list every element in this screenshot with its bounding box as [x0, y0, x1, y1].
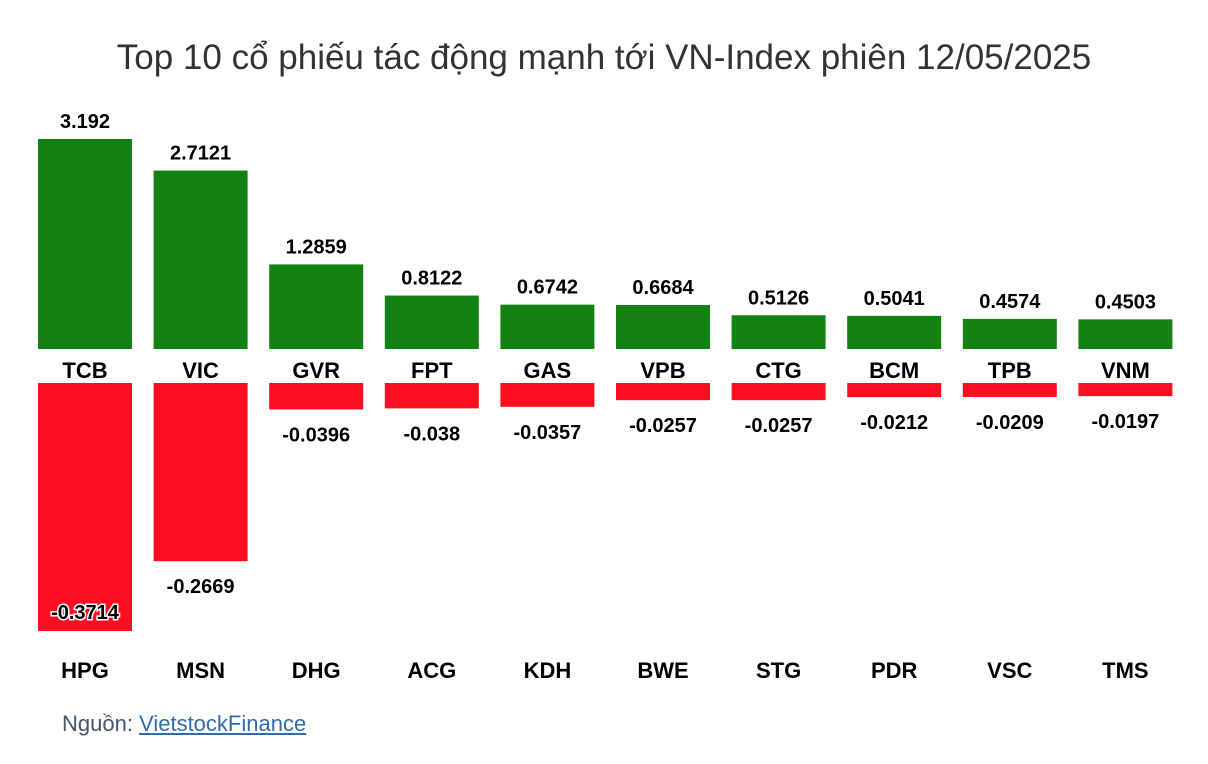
source-label: Nguồn: [62, 711, 140, 736]
category-label-DHG: DHG [292, 658, 341, 683]
source-link[interactable]: VietstockFinance [139, 711, 307, 736]
category-label-VSC: VSC [987, 658, 1032, 683]
category-label-BWE: BWE [637, 658, 688, 683]
bar-negative-DHG [269, 383, 364, 410]
value-label-TMS: -0.0197 [1091, 411, 1159, 433]
bar-negative-TMS [1078, 383, 1173, 397]
category-label-PDR: PDR [871, 658, 918, 683]
category-label-VNM: VNM [1101, 358, 1150, 383]
bar-positive-CTG [731, 315, 826, 349]
bar-positive-FPT [384, 295, 479, 349]
bar-positive-TCB [38, 139, 132, 349]
category-label-GAS: GAS [524, 358, 572, 383]
bar-positive-BCM [847, 315, 942, 349]
category-label-TPB: TPB [988, 358, 1032, 383]
category-label-TCB: TCB [62, 358, 107, 383]
bar-negative-ACG [384, 383, 479, 409]
value-label-ACG: -0.038 [403, 423, 460, 445]
category-label-VIC: VIC [182, 358, 219, 383]
value-label-TCB: 3.192 [60, 111, 110, 133]
positive-bars: 3.192 TCB 2.7121 VIC 1.2859 GVR 0.8122 FPT 0.674… [38, 111, 1173, 383]
value-label-VIC: 2.7121 [170, 143, 231, 165]
bar-positive-VIC [153, 170, 248, 349]
value-label-BCM: 0.5041 [864, 288, 925, 310]
value-label-GAS: 0.6742 [517, 277, 578, 299]
category-label-KDH: KDH [524, 658, 572, 683]
value-label-CTG: 0.5126 [748, 287, 809, 309]
value-label-VPB: 0.6684 [632, 277, 694, 299]
category-label-GVR: GVR [292, 358, 340, 383]
category-label-CTG: CTG [755, 358, 801, 383]
category-label-MSN: MSN [176, 658, 225, 683]
value-label-TPB: 0.4574 [979, 291, 1041, 313]
negative-bars: -0.3714 HPG -0.2669 MSN -0.0396 DHG -0.038 ACG -… [38, 383, 1173, 683]
bar-positive-VNM [1078, 319, 1173, 349]
category-label-TMS: TMS [1102, 658, 1148, 683]
chart-area: 3.192 TCB 2.7121 VIC 1.2859 GVR 0.8122 FPT 0.674… [38, 111, 1173, 683]
category-label-STG: STG [756, 658, 801, 683]
value-label-KDH: -0.0357 [513, 422, 581, 444]
value-label-VSC: -0.0209 [976, 412, 1044, 434]
bar-negative-KDH [500, 383, 595, 407]
source-note: Nguồn: VietstockFinance [62, 711, 306, 737]
value-label-PDR: -0.0212 [860, 412, 928, 434]
bar-positive-VPB [616, 305, 710, 349]
value-label-DHG: -0.0396 [282, 424, 350, 446]
value-label-MSN: -0.2669 [167, 576, 235, 598]
value-label-HPG: -0.3714 [51, 602, 120, 624]
bar-positive-GVR [269, 264, 364, 349]
bar-positive-GAS [500, 304, 595, 349]
bar-positive-TPB [962, 318, 1057, 349]
value-label-FPT: 0.8122 [401, 268, 462, 290]
category-label-BCM: BCM [869, 358, 919, 383]
bar-negative-MSN [153, 383, 248, 562]
bar-negative-STG [731, 383, 826, 401]
bar-negative-PDR [847, 383, 942, 398]
category-label-ACG: ACG [407, 658, 456, 683]
bar-negative-VSC [962, 383, 1057, 397]
category-label-VPB: VPB [640, 358, 685, 383]
bar-negative-HPG [38, 383, 132, 631]
chart-title: Top 10 cổ phiếu tác động mạnh tới VN-Ind… [116, 38, 1092, 77]
value-label-GVR: 1.2859 [286, 236, 347, 258]
value-label-VNM: 0.4503 [1095, 291, 1156, 313]
bar-negative-BWE [616, 383, 710, 401]
category-label-FPT: FPT [411, 358, 453, 383]
category-label-HPG: HPG [61, 658, 109, 683]
value-label-STG: -0.0257 [745, 415, 813, 437]
value-label-BWE: -0.0257 [629, 415, 697, 437]
